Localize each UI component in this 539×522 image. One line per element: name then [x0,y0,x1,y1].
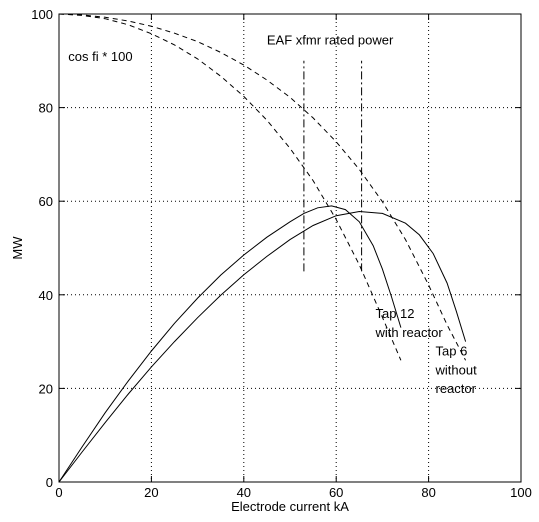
series-layer [58,13,467,483]
x-tick-label: 60 [329,485,343,500]
x-tick-label: 40 [237,485,251,500]
series-line-4-dashed [58,13,467,361]
x-tick-label: 100 [510,485,532,500]
annotation-2: EAF xfmr rated power [267,32,394,47]
annotation-4: with reactor [374,325,443,340]
annotation-6: without [435,362,478,377]
y-tick-label: 20 [39,381,53,396]
x-tick-label: 80 [421,485,435,500]
y-axis-label: MW [10,236,25,260]
grid [59,14,521,482]
annotation-7: reactor [436,381,477,396]
annotation-5: Tap 6 [436,344,468,359]
y-tick-label: 100 [31,7,53,22]
axes-frame [58,13,522,483]
y-tick-label: 40 [39,288,53,303]
annotations: cos fi * 100 EAF xfmr rated power Tap 12 wi… [68,32,477,396]
series-line-2-solid [58,210,467,483]
x-axis-label: Electrode current kA [231,499,349,514]
y-tick-label: 60 [39,194,53,209]
x-tick-label: 20 [144,485,158,500]
series-line-3-dashed [58,13,402,361]
y-tick-label: 0 [46,475,53,490]
ticks: 0 20 40 60 80 100 0 20 40 60 80 100 [31,7,532,500]
series-line-1-solid [58,205,402,483]
y-tick-label: 80 [39,101,53,116]
annotation-3: Tap 12 [375,306,414,321]
x-tick-label: 0 [55,485,62,500]
annotation-1: cos fi * 100 [68,49,132,64]
